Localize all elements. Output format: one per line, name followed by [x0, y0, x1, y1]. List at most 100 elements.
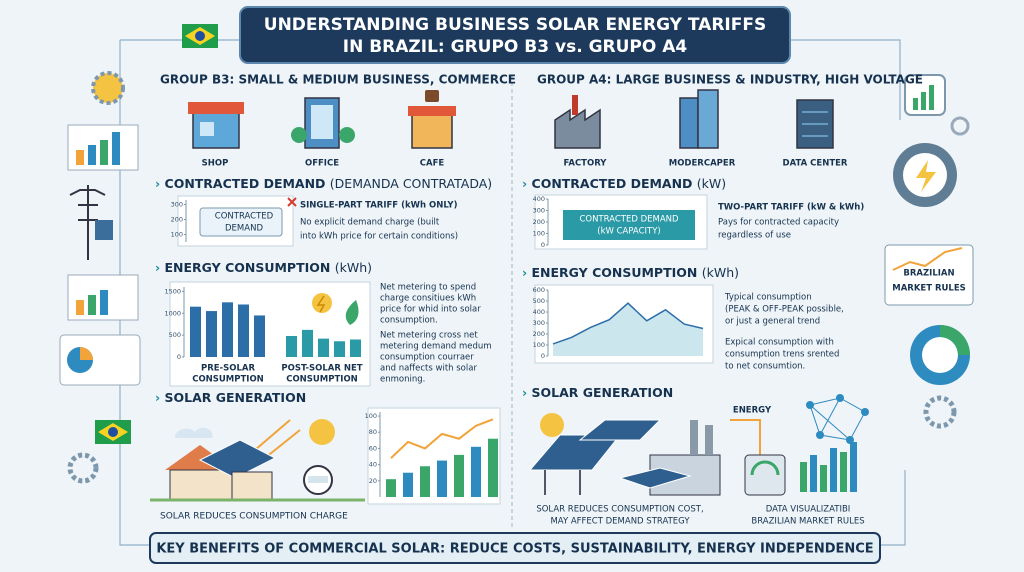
icon-factory — [554, 95, 601, 149]
icon-cafe — [408, 90, 456, 149]
chart-label: CONSUMPTION — [286, 375, 358, 385]
leaf-icon — [345, 300, 359, 325]
bar — [334, 341, 345, 357]
trend-line — [390, 418, 494, 459]
point-text: and naffects with solar — [380, 364, 477, 374]
icon-office — [291, 97, 355, 149]
bar — [488, 438, 498, 497]
title-box — [239, 6, 791, 64]
heading-bold: ENERGY CONSUMPTION — [532, 265, 698, 280]
solar-farm-illustration — [528, 394, 869, 496]
bar — [386, 479, 396, 497]
bar — [190, 306, 201, 357]
type-label: MODERCAPER — [669, 159, 736, 169]
heading-rest: (kWh) — [702, 265, 739, 280]
point-text: charge consitiues kWh — [380, 294, 476, 304]
point-text: (PEAK & OFF-PEAK possible, — [725, 305, 844, 315]
group-heading: GROUP B3: SMALL & MEDIUM BUSINESS, COMME… — [160, 73, 516, 87]
type-label: CAFE — [420, 159, 445, 169]
y-tick-label: 100 — [171, 231, 183, 239]
point-text: Expical consumption with — [725, 338, 834, 348]
demand-label: CONTRACTED — [215, 212, 274, 222]
bar — [318, 338, 329, 357]
demand-label: (kW CAPACITY) — [597, 227, 660, 237]
section-heading: › ENERGY CONSUMPTION (kWh) — [155, 260, 372, 275]
chart-label: CONSUMPTION — [192, 375, 264, 385]
heading-bold: SOLAR GENERATION — [532, 385, 674, 400]
cross-icon — [287, 197, 297, 207]
flag — [95, 420, 131, 444]
point-title: TWO-PART TARIFF (kW & kWh) — [718, 203, 864, 213]
caption: SOLAR REDUCES CONSUMPTION COST, — [536, 505, 703, 515]
y-tick-label: 0 — [541, 241, 545, 249]
y-tick-label: 100 — [365, 412, 377, 420]
bar — [471, 446, 481, 497]
y-tick-label: 200 — [533, 218, 545, 226]
title: UNDERSTANDING BUSINESS SOLAR ENERGY TARI… — [264, 15, 766, 35]
y-tick-label: 1500 — [164, 287, 181, 295]
point-text: Net metering to spend — [380, 283, 476, 293]
y-tick-label: 60 — [369, 444, 377, 452]
bar — [350, 339, 361, 357]
side-card-text: BRAZILIAN — [903, 269, 954, 279]
point-text: Typical consumption — [724, 293, 812, 303]
bar — [403, 472, 413, 497]
heading-rest: (DEMANDA CONTRATADA) — [330, 176, 492, 191]
section-heading: › CONTRACTED DEMAND (DEMANDA CONTRATADA) — [155, 176, 492, 191]
bar — [286, 336, 297, 357]
section-heading: › SOLAR GENERATION — [155, 390, 306, 405]
type-label: SHOP — [202, 159, 229, 169]
caption: SOLAR REDUCES CONSUMPTION CHARGE — [160, 512, 348, 522]
y-tick-label: 600 — [533, 286, 545, 294]
chart-label: PRE-SOLAR — [201, 364, 255, 374]
point-text: Pays for contracted capacity — [718, 218, 839, 228]
y-tick-label: 400 — [533, 308, 545, 316]
y-tick-label: 20 — [369, 477, 377, 485]
energy-label: ENERGY — [733, 406, 772, 416]
bar — [437, 460, 447, 497]
sun-icon — [312, 293, 332, 313]
heading-bold: SOLAR GENERATION — [165, 390, 307, 405]
line — [552, 302, 704, 345]
y-tick-label: 300 — [533, 207, 545, 215]
icon-shop — [188, 102, 244, 149]
y-tick-label: 500 — [169, 331, 181, 339]
section-heading: › ENERGY CONSUMPTION (kWh) — [522, 265, 739, 280]
y-tick-label: 200 — [171, 216, 183, 224]
house-illustration — [150, 419, 365, 502]
icon-data-center — [796, 99, 834, 149]
side-card-text: MARKET RULES — [892, 284, 966, 294]
heading-rest: (kWh) — [335, 260, 372, 275]
type-label: DATA CENTER — [783, 159, 848, 169]
decor-right — [884, 74, 974, 429]
point-text: regardless of use — [718, 231, 791, 241]
icon-skyscraper — [679, 89, 719, 149]
bar — [454, 454, 464, 497]
footer-box — [149, 532, 881, 564]
point-text: or just a general trend — [725, 317, 820, 327]
point-text: consumption trens srented — [725, 350, 839, 360]
y-tick-label: 100 — [533, 341, 545, 349]
caption: BRAZILIAN MARKET RULES — [751, 517, 864, 527]
type-label: OFFICE — [305, 159, 339, 169]
demand-label: CONTRACTED DEMAND — [579, 215, 679, 225]
point-text: Net metering cross net — [380, 331, 478, 341]
flag — [182, 24, 218, 48]
bar — [420, 466, 430, 497]
point-text: price for whid into solar — [380, 305, 481, 315]
y-tick-label: 1000 — [164, 309, 181, 317]
bar — [206, 311, 217, 357]
y-tick-label: 100 — [533, 230, 545, 238]
point-text: to net consumtion. — [725, 362, 805, 372]
area — [553, 303, 703, 356]
group-heading: GROUP A4: LARGE BUSINESS & INDUSTRY, HIG… — [537, 73, 923, 87]
bar — [254, 315, 265, 357]
footer: KEY BENEFITS OF COMMERCIAL SOLAR: REDUCE… — [156, 542, 873, 557]
y-tick-label: 80 — [369, 428, 377, 436]
demand-label: DEMAND — [225, 224, 263, 234]
demand-box — [563, 210, 695, 240]
y-tick-label: 400 — [533, 195, 545, 203]
heading-bold: CONTRACTED DEMAND — [165, 176, 326, 191]
section-heading: › CONTRACTED DEMAND (kW) — [522, 176, 726, 191]
